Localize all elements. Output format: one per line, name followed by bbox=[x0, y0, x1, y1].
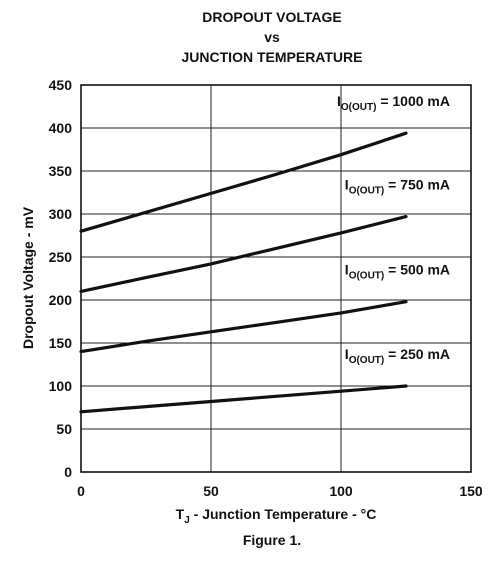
x-tick-label-2: 100 bbox=[329, 483, 353, 499]
y-axis-label: Dropout Voltage - mV bbox=[20, 206, 36, 349]
y-tick-label-9: 450 bbox=[49, 77, 73, 93]
y-tick-label-0: 0 bbox=[64, 464, 72, 480]
x-axis-label-rest: - Junction Temperature - °C bbox=[190, 506, 377, 522]
y-tick-label-2: 100 bbox=[49, 378, 73, 394]
series-label-1: IO(OUT) = 750 mA bbox=[345, 177, 450, 197]
series-labels: IO(OUT) = 1000 mA IO(OUT) = 750 mA IO(OUT)… bbox=[337, 93, 450, 366]
series-line-0 bbox=[79, 131, 408, 233]
y-tick-label-6: 300 bbox=[49, 206, 73, 222]
series-label-0: IO(OUT) = 1000 mA bbox=[337, 93, 450, 113]
x-tick-labels: 0 50 100 150 bbox=[77, 483, 483, 499]
plot-frame bbox=[80, 84, 472, 473]
figure-caption: Figure 1. bbox=[243, 532, 301, 548]
y-tick-label-1: 50 bbox=[56, 421, 72, 437]
x-tick-label-1: 50 bbox=[203, 483, 219, 499]
y-tick-label-5: 250 bbox=[49, 249, 73, 265]
x-axis-label-subscript: J bbox=[184, 515, 190, 526]
chart-title-line-3: JUNCTION TEMPERATURE bbox=[182, 49, 363, 65]
x-axis-label-main: T bbox=[176, 506, 185, 522]
y-tick-label-4: 200 bbox=[49, 292, 73, 308]
series-label-2: IO(OUT) = 500 mA bbox=[345, 262, 450, 282]
y-tick-label-8: 400 bbox=[49, 120, 73, 136]
chart-title-line-2: vs bbox=[264, 29, 280, 45]
x-axis-label: TJ - Junction Temperature - °C bbox=[176, 506, 377, 526]
series-lines bbox=[79, 131, 408, 414]
x-tick-label-0: 0 bbox=[77, 483, 85, 499]
series-line-1 bbox=[79, 215, 408, 293]
y-tick-labels: 0 50 100 150 200 250 300 350 400 450 bbox=[49, 77, 73, 480]
y-tick-label-7: 350 bbox=[49, 163, 73, 179]
series-line-3 bbox=[79, 384, 408, 414]
grid-lines bbox=[81, 85, 471, 472]
series-label-3: IO(OUT) = 250 mA bbox=[345, 346, 450, 366]
y-tick-label-3: 150 bbox=[49, 335, 73, 351]
series-line-2 bbox=[79, 300, 408, 354]
x-tick-label-3: 150 bbox=[459, 483, 483, 499]
chart-title-line-1: DROPOUT VOLTAGE bbox=[202, 9, 341, 25]
